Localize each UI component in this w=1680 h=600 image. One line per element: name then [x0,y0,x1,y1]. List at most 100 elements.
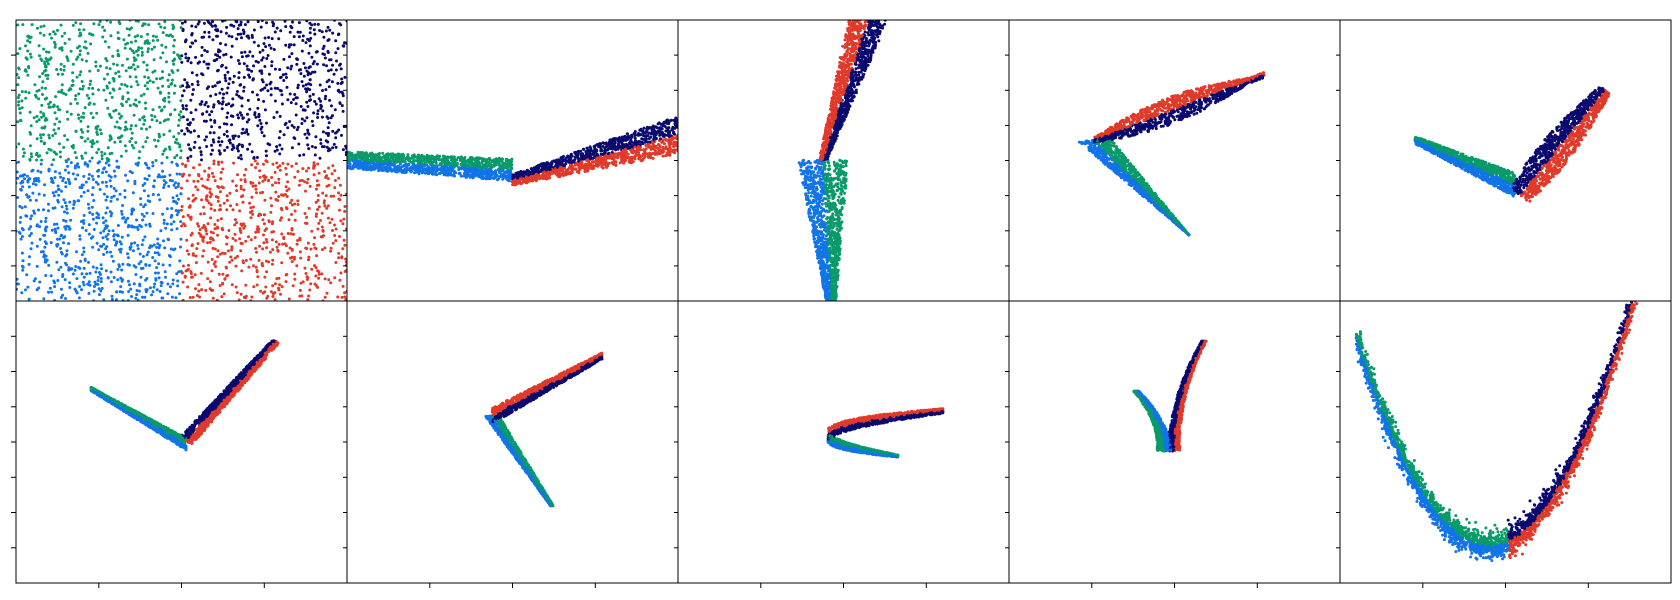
scatter-point [185,107,188,111]
scatter-point [403,167,407,171]
scatter-point [274,190,278,194]
scatter-point [292,35,296,39]
scatter-point [223,148,227,152]
scatter-point [134,98,138,102]
scatter-point [130,143,134,147]
scatter-point [88,159,92,163]
scatter-point [124,220,127,224]
scatter-point [141,218,145,222]
scatter-point [101,236,105,240]
scatter-point [263,198,267,202]
scatter-point [194,185,198,189]
scatter-point [596,156,600,160]
scatter-point [647,137,651,141]
scatter-point [202,119,206,123]
scatter-point [379,159,383,163]
scatter-point [86,51,90,55]
scatter-point [197,231,201,235]
scatter-point [128,140,132,143]
scatter-point [562,155,565,158]
scatter-point [265,21,268,25]
scatter-point [112,187,116,190]
scatter-point [221,282,225,286]
scatter-point [617,137,621,140]
scatter-point [69,218,73,222]
scatter-point [171,35,175,38]
scatter-point [331,63,335,67]
scatter-point [189,130,193,134]
scatter-point [80,156,84,160]
scatter-point [106,146,110,150]
scatter-point [203,48,207,52]
scatter-point [146,199,150,203]
scatter-point [242,226,246,230]
scatter-point [244,259,248,262]
scatter-point [261,56,265,60]
scatter-point [155,266,159,270]
scatter-point [42,297,46,301]
scatter-point [43,227,47,231]
scatter-point [158,77,162,81]
scatter-point [326,51,330,54]
scatter-point [217,272,221,276]
scatter-point [482,169,486,173]
scatter-point [161,169,165,173]
scatter-point [287,297,291,301]
scatter-point [109,214,113,218]
scatter-point [35,89,39,93]
scatter-point [279,75,283,79]
scatter-point [576,156,580,160]
scatter-point [211,246,215,250]
scatter-point [161,70,164,74]
scatter-point [208,187,212,191]
scatter-point [200,100,204,104]
scatter-point [478,163,482,167]
scatter-point [140,50,144,54]
scatter-point [318,219,322,222]
scatter-point [188,205,192,209]
scatter-point [79,194,83,198]
scatter-point [633,145,637,149]
scatter-point [151,161,155,164]
scatter-point [72,203,76,206]
scatter-point [286,232,290,235]
scatter-point [183,78,187,82]
scatter-point [344,144,347,148]
scatter-point [602,158,606,162]
scatter-point [319,142,323,145]
scatter-point [18,111,22,115]
scatter-point [277,136,281,140]
scatter-point [90,193,94,197]
scatter-point [494,169,497,173]
scatter-point [308,44,312,48]
scatter-point [105,66,109,70]
scatter-point [273,30,277,34]
scatter-point [152,185,156,189]
scatter-point [245,120,249,124]
scatter-point [188,45,192,49]
scatter-point [44,242,48,246]
scatter-point [64,204,68,208]
scatter-point [113,233,116,237]
scatter-point [569,157,573,160]
scatter-point [534,178,538,182]
scatter-point [110,95,114,99]
scatter-point [284,25,288,29]
scatter-point [115,63,119,67]
scatter-point [222,133,226,136]
scatter-point [564,173,568,177]
scatter-point [236,59,240,62]
scatter-point [388,161,392,165]
scatter-point [97,23,101,27]
scatter-point [633,134,637,137]
scatter-point [130,242,133,246]
scatter-point [37,118,41,122]
scatter-point [155,77,159,81]
scatter-point [104,198,108,202]
scatter-point [214,93,218,96]
scatter-point [243,23,247,27]
scatter-point [186,59,190,63]
scatter-point [297,68,301,72]
scatter-point [28,158,32,162]
scatter-point [327,38,331,42]
